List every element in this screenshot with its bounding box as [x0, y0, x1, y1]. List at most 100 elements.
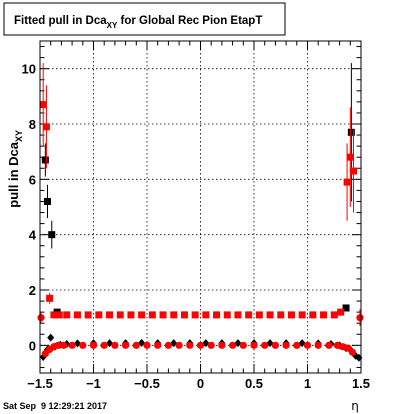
y-axis-label-subscript: XY	[14, 130, 24, 142]
data-point-square	[191, 311, 199, 319]
data-point-circle	[122, 341, 130, 349]
data-point-square	[245, 311, 253, 319]
data-point-circle	[143, 341, 151, 349]
data-point-circle	[218, 341, 226, 349]
data-point-circle	[207, 341, 215, 349]
data-point-square	[298, 311, 306, 319]
data-point-circle	[314, 341, 322, 349]
data-point-circle	[154, 341, 162, 349]
y-tick-label: 6	[29, 172, 36, 187]
data-point-circle	[282, 341, 290, 349]
data-point-diamond	[234, 339, 242, 348]
data-point-square	[42, 123, 50, 131]
data-point-circle	[271, 341, 279, 349]
data-point-square	[138, 311, 146, 319]
data-point-square	[337, 308, 345, 316]
data-point-square	[266, 311, 274, 319]
data-point-diamond	[266, 339, 274, 348]
data-point-circle	[229, 341, 237, 349]
timestamp: Sat Sep 9 12:29:21 2017	[3, 401, 107, 411]
data-point-square	[277, 311, 285, 319]
data-point-square	[342, 304, 350, 312]
plot-area	[40, 41, 361, 373]
plot-frame	[39, 40, 362, 374]
data-point-diamond	[138, 338, 146, 347]
data-point-square	[48, 231, 56, 239]
data-point-diamond	[106, 339, 114, 348]
data-point-square	[116, 311, 124, 319]
data-point-circle	[356, 314, 364, 322]
data-point-square	[106, 311, 114, 319]
data-point-circle	[250, 341, 258, 349]
y-axis-label-main: pull in Dca	[6, 141, 21, 208]
data-point-circle	[59, 341, 68, 349]
chart-title: Fitted pull in DcaXY for Global Rec Pion…	[14, 15, 262, 30]
x-tick-label: 1	[304, 376, 311, 391]
x-tick-label: −1.5	[27, 376, 53, 391]
data-point-square	[148, 311, 156, 319]
x-tick-label: 0	[197, 376, 204, 391]
data-point-square	[73, 311, 81, 319]
data-point-circle	[111, 341, 119, 349]
data-point-square	[202, 311, 210, 319]
chart-title-main: Fitted pull in Dca	[14, 15, 107, 27]
data-point-square	[180, 311, 188, 319]
data-point-circle	[37, 314, 45, 322]
title-box: Fitted pull in DcaXY for Global Rec Pion…	[3, 2, 286, 36]
data-marks	[37, 63, 364, 362]
data-point-square	[55, 311, 63, 319]
data-point-diamond	[73, 339, 81, 348]
data-point-square	[170, 311, 178, 319]
y-tick-label: 0	[29, 338, 36, 353]
chart-title-subscript: XY	[107, 21, 118, 30]
data-point-circle	[293, 341, 301, 349]
y-tick-label: 2	[29, 283, 36, 298]
data-point-circle	[261, 341, 269, 349]
data-point-square	[43, 197, 51, 205]
y-tick-label: 8	[29, 117, 36, 132]
data-point-circle	[79, 341, 87, 349]
y-tick-label: 10	[22, 62, 36, 77]
data-point-circle	[186, 341, 194, 349]
data-point-circle	[196, 341, 205, 349]
data-point-diamond	[298, 339, 306, 348]
data-point-circle	[303, 341, 312, 349]
data-point-square	[50, 311, 58, 319]
data-point-square	[343, 178, 351, 186]
data-point-square	[213, 311, 221, 319]
data-point-circle	[239, 341, 247, 349]
data-point-circle	[54, 341, 62, 349]
chart-title-tail: for Global Rec Pion EtapT	[117, 15, 262, 27]
data-point-diamond	[202, 339, 210, 348]
data-point-diamond	[170, 339, 178, 348]
data-point-circle	[348, 348, 357, 356]
data-point-circle	[89, 341, 98, 349]
data-point-square	[39, 101, 47, 109]
data-point-square	[63, 311, 71, 319]
x-tick-label: −1	[86, 376, 101, 391]
data-point-circle	[68, 341, 76, 349]
data-point-square	[223, 311, 231, 319]
data-point-square	[330, 311, 338, 319]
x-tick-label: −0.5	[134, 376, 160, 391]
data-point-square	[159, 311, 167, 319]
data-point-square	[46, 294, 54, 302]
x-axis-label: η	[351, 399, 359, 413]
data-point-circle	[325, 341, 333, 349]
title-box-frame	[3, 2, 286, 36]
x-tick-label: 0.5	[245, 376, 263, 391]
data-point-square	[84, 311, 92, 319]
x-tick-label: 1.5	[352, 376, 370, 391]
data-point-square	[347, 128, 355, 136]
data-point-square	[309, 311, 317, 319]
data-point-square	[255, 311, 263, 319]
data-point-square	[95, 311, 103, 319]
data-point-circle	[100, 341, 108, 349]
data-point-square	[41, 156, 49, 164]
axis-ticks: −1.5 −1 −0.5 0 0.5 1 1.5 0 2 4 6 8 10	[22, 41, 370, 391]
data-point-square	[346, 153, 354, 161]
data-point-circle	[132, 341, 140, 349]
data-point-square	[234, 311, 242, 319]
data-point-circle	[175, 341, 183, 349]
